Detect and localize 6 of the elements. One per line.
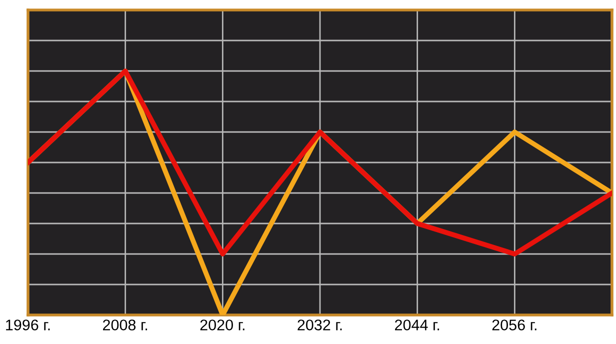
x-tick-label: 2044 г. (395, 320, 440, 330)
x-tick-label: 2008 г. (103, 320, 148, 330)
x-tick-label: 2020 г. (200, 320, 244, 330)
x-tick-label: 2032 г. (298, 320, 342, 330)
x-tick-label: 1996 г. (6, 320, 50, 330)
x-tick-label: 2056 г. (492, 320, 536, 330)
